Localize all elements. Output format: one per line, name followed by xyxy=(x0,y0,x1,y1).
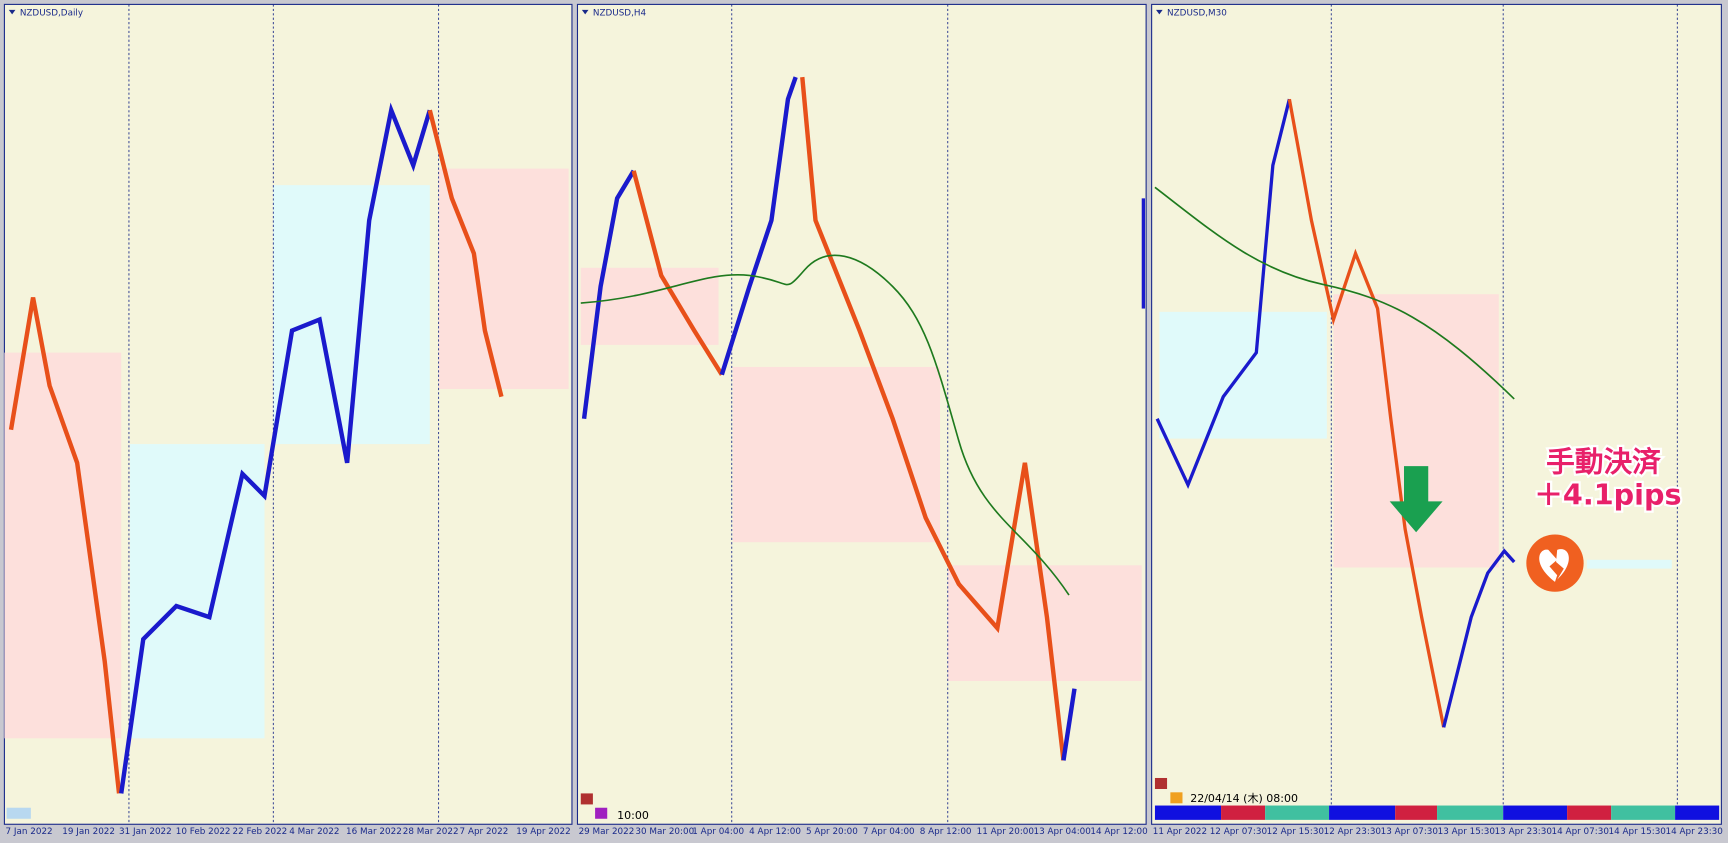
x-axis-label: 12 Apr 23:30 xyxy=(1324,827,1382,837)
heart xyxy=(1539,549,1569,582)
price-path xyxy=(631,170,724,376)
x-axis-label: 4 Mar 2022 xyxy=(289,827,339,837)
icon xyxy=(595,807,608,819)
x-axis-label: 28 Mar 2022 xyxy=(403,827,459,837)
title-marker xyxy=(1156,9,1163,15)
price-path xyxy=(427,109,504,398)
zone xyxy=(1586,559,1672,569)
panel-title: NZDUSD,M30 xyxy=(1167,8,1227,18)
panel-daily xyxy=(3,3,573,825)
price-path xyxy=(119,102,432,794)
x-axis-label: 14 Apr 07:30 xyxy=(1552,827,1610,837)
x-axis-label: 12 Apr 15:30 xyxy=(1267,827,1325,837)
x-axis-label: 7 Jan 2022 xyxy=(6,827,53,837)
zone xyxy=(438,168,569,389)
moving-average xyxy=(580,254,1070,596)
x-axis-label: 31 Jan 2022 xyxy=(119,827,172,837)
x-axis-label: 13 Apr 07:30 xyxy=(1381,827,1439,837)
x-axis-label: 14 Apr 23:30 xyxy=(1666,827,1724,837)
icon xyxy=(580,793,593,805)
x-axis-label: 13 Apr 04:00 xyxy=(1033,827,1091,837)
labels: NZDUSD,Daily 7 Jan 2022 19 Jan 2022 31 Jan … xyxy=(6,8,1724,837)
x-axis-label: 22 Feb 2022 xyxy=(233,827,288,837)
price-path xyxy=(581,169,636,420)
x-axis-label: 11 Apr 2022 xyxy=(1153,827,1207,837)
price-path xyxy=(1287,98,1446,728)
moving-average xyxy=(1154,186,1515,400)
annotation: 手動決済 xyxy=(1546,445,1661,479)
price-path xyxy=(1155,98,1291,490)
panel-h4: 10:00 xyxy=(576,3,1147,825)
zone xyxy=(4,352,122,739)
x-axis-label: 11 Apr 20:00 xyxy=(977,827,1035,837)
broken-heart-icon xyxy=(1526,534,1584,592)
x-axis-label: 12 Apr 07:30 xyxy=(1210,827,1268,837)
x-axis-label: 5 Apr 20:00 xyxy=(806,827,858,837)
x-axis-label: 7 Apr 04:00 xyxy=(863,827,915,837)
time-label: 22/04/14 (木) 08:00 xyxy=(1190,792,1298,805)
x-axis-label: 10 Feb 2022 xyxy=(176,827,231,837)
zone xyxy=(947,565,1142,682)
down-arrow xyxy=(1389,466,1443,533)
panel-title: NZDUSD,Daily xyxy=(20,8,83,18)
x-axis-label: 1 Apr 04:00 xyxy=(692,827,744,837)
x-axis-label: 8 Apr 12:00 xyxy=(920,827,972,837)
icon xyxy=(1170,792,1183,804)
panel-title: NZDUSD,H4 xyxy=(593,8,647,18)
x-axis-label: 19 Apr 2022 xyxy=(516,827,570,837)
icon xyxy=(6,807,31,819)
x-axis-label: 4 Apr 12:00 xyxy=(749,827,801,837)
title-marker xyxy=(581,9,589,15)
time-label: 10:00 xyxy=(617,809,649,822)
price-path xyxy=(1442,548,1516,728)
x-axis-label: 7 Apr 2022 xyxy=(460,827,509,837)
scroll-marker xyxy=(1141,198,1146,309)
x-axis-label: 29 Mar 2022 xyxy=(579,827,635,837)
x-axis-label: 30 Mar 20:00 xyxy=(635,827,694,837)
zone xyxy=(130,444,265,739)
x-axis-label: 14 Apr 12:00 xyxy=(1090,827,1148,837)
price-path xyxy=(800,76,1066,761)
x-axis-label: 14 Apr 15:30 xyxy=(1609,827,1667,837)
session-bar xyxy=(1154,805,1720,820)
panel-m30: 手動決済 ＋4.1pips 22/04/14 (木) 08:00 xyxy=(1151,3,1722,825)
price-path xyxy=(8,297,122,794)
zone xyxy=(732,366,941,543)
x-axis-label: 13 Apr 23:30 xyxy=(1495,827,1553,837)
x-axis-label: 19 Jan 2022 xyxy=(62,827,115,837)
zone xyxy=(1159,311,1327,439)
icon xyxy=(1154,777,1168,790)
x-axis-label: 16 Mar 2022 xyxy=(346,827,402,837)
title-marker xyxy=(8,9,16,15)
price-path xyxy=(1061,688,1077,761)
price-path xyxy=(719,76,798,376)
annotation: ＋4.1pips xyxy=(1534,478,1681,512)
x-axis-label: 13 Apr 15:30 xyxy=(1438,827,1496,837)
